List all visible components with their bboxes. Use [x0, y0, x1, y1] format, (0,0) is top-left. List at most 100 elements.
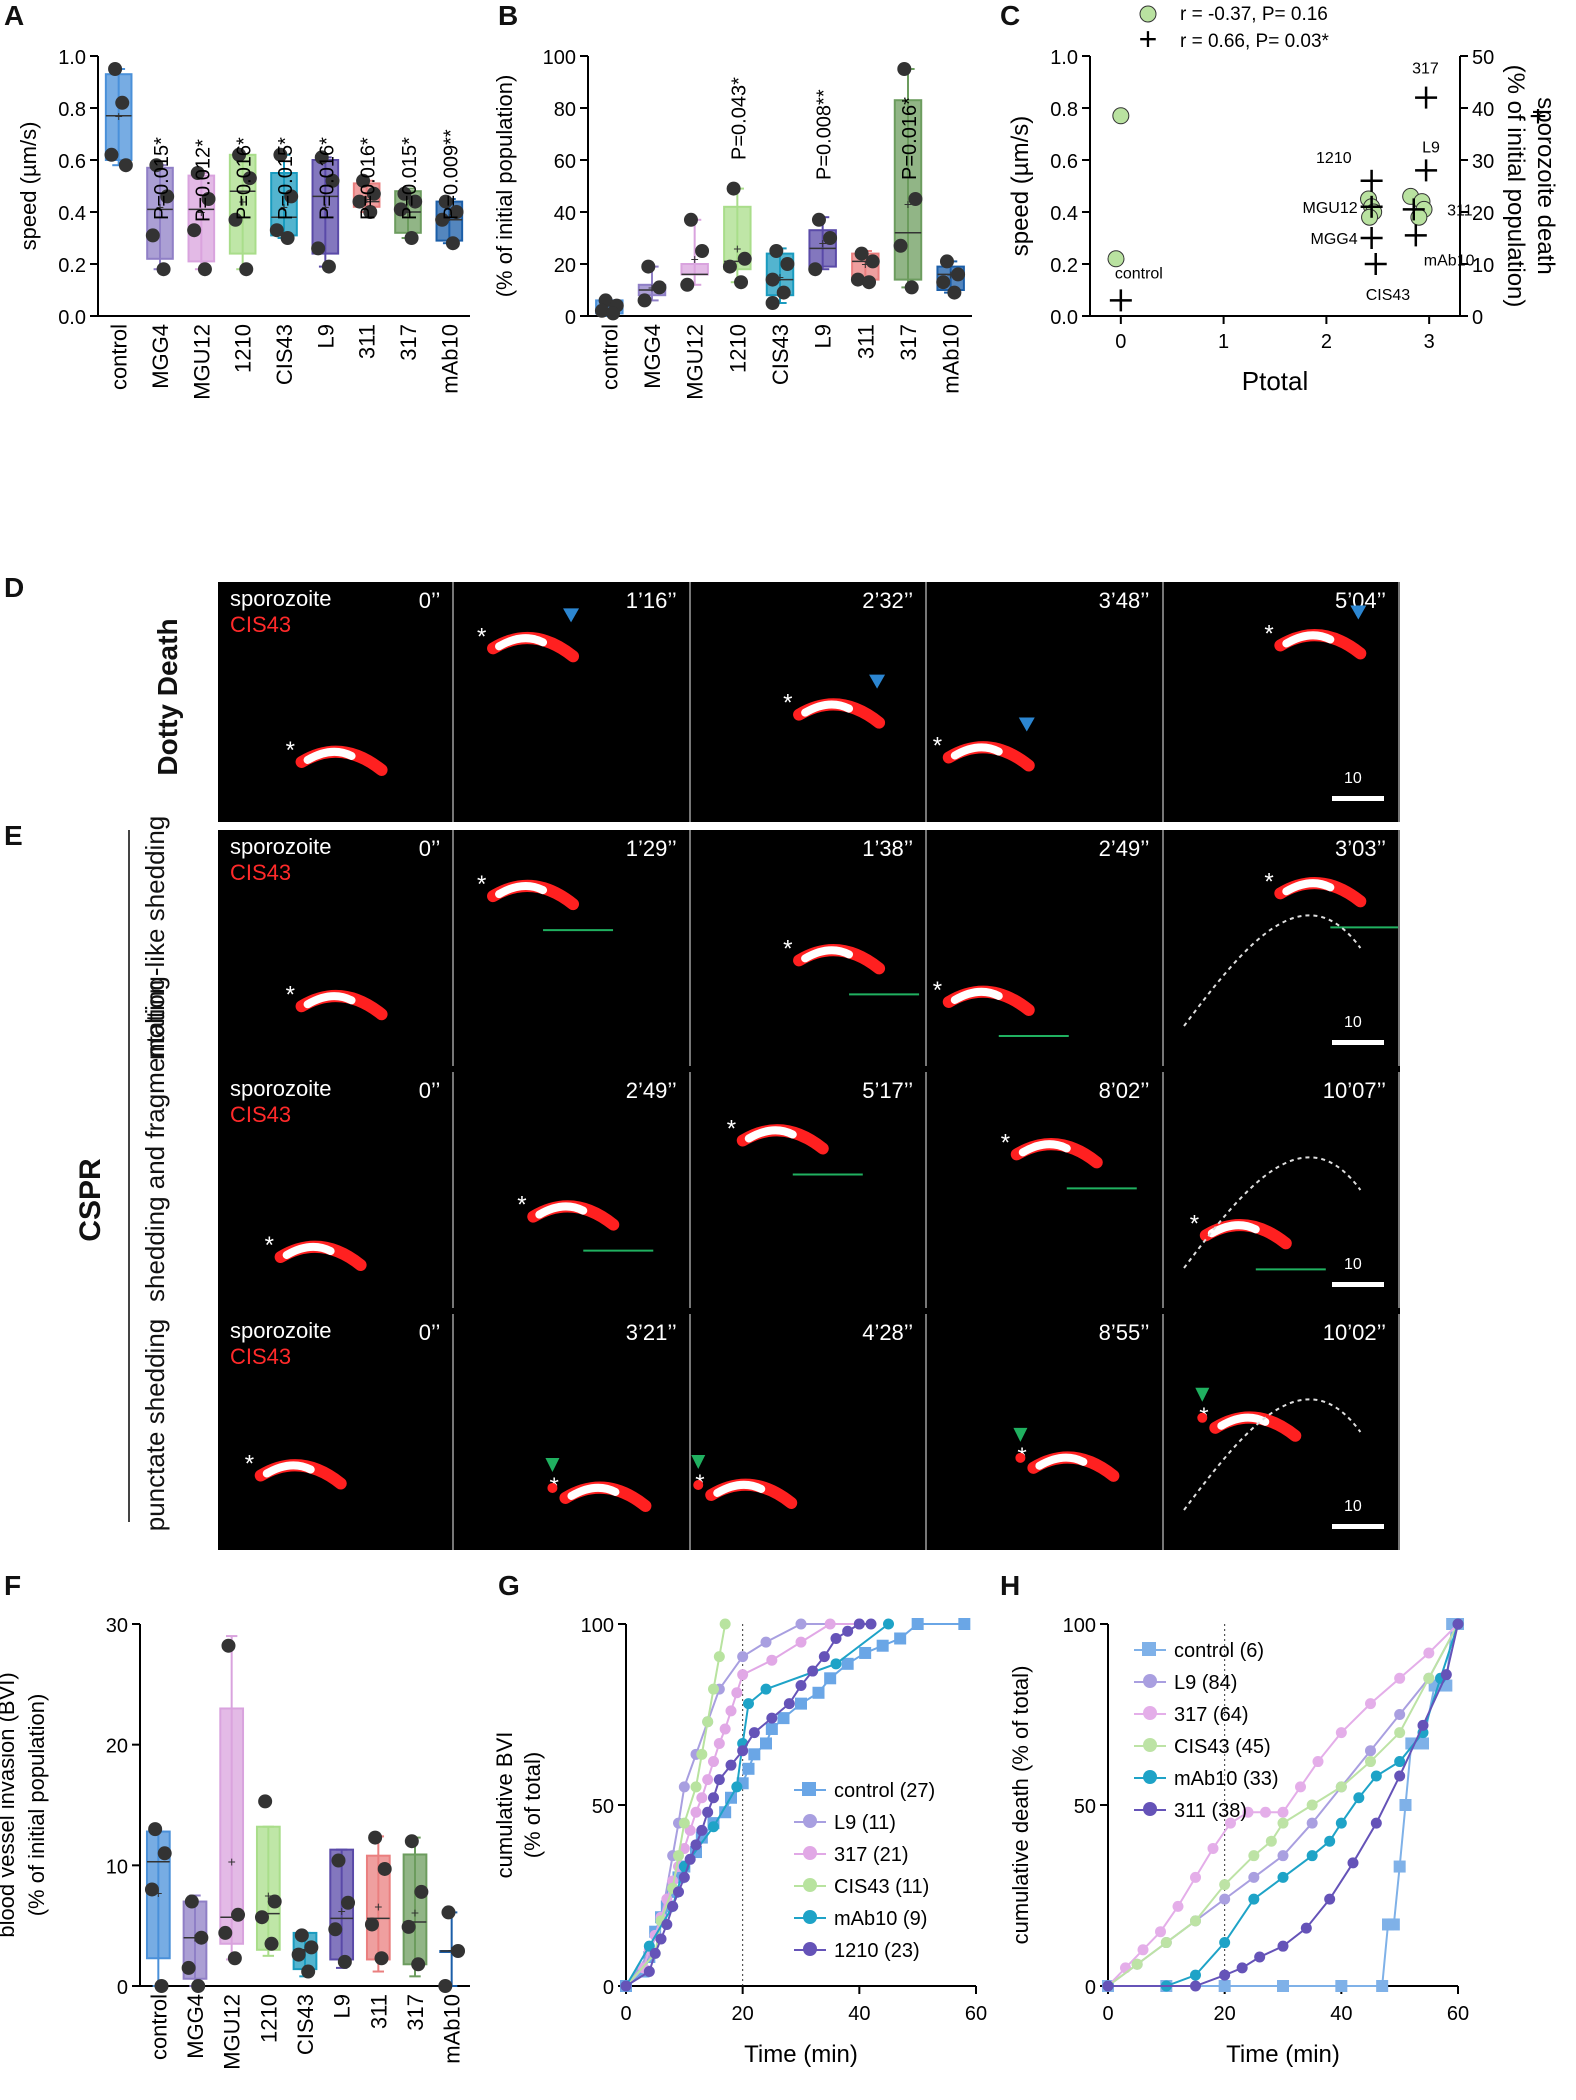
sporozoite-white — [800, 700, 853, 717]
mean-marker: + — [374, 1898, 382, 1914]
panel-label-e: E — [4, 820, 23, 851]
data-point — [414, 1884, 429, 1899]
panel-label-h: H — [1000, 1570, 1021, 1601]
asterisk-marker: * — [286, 737, 295, 764]
series-marker — [713, 1651, 725, 1663]
series-marker — [708, 1821, 719, 1833]
data-point — [337, 1954, 352, 1969]
series-marker — [696, 1824, 708, 1836]
category-label: MGU12 — [189, 324, 214, 400]
frame-time-label: 2’49’’ — [625, 1078, 677, 1103]
sporozoite-white — [262, 1461, 315, 1478]
category-label: mAb10 — [440, 1994, 465, 2064]
microscopy-frame: 2’32’’ * — [690, 582, 928, 822]
y-tick-label: 80 — [554, 99, 576, 121]
mean-marker: + — [648, 279, 656, 295]
scale-bar — [1332, 796, 1384, 801]
data-point — [441, 1905, 456, 1920]
y-axis-label: cumulative BVI — [492, 1732, 517, 1879]
data-point — [435, 212, 450, 227]
frame-time-label: 8’02’’ — [1098, 1078, 1150, 1103]
series-marker — [1376, 1980, 1389, 1992]
legend-sporozoite: sporozoite — [230, 834, 332, 859]
point-label: CIS43 — [1366, 287, 1411, 304]
series-marker — [690, 1806, 702, 1818]
data-point — [321, 259, 336, 274]
data-point — [108, 62, 123, 76]
microscopy-frame: 1’29’’ * — [454, 830, 691, 1066]
data-point — [154, 1979, 169, 1993]
series-marker — [777, 1712, 790, 1725]
sporozoite-white — [495, 634, 548, 651]
category-label: mAb10 — [437, 324, 462, 394]
series-marker — [760, 1737, 772, 1750]
frame-image: * — [265, 1232, 367, 1272]
y-tick-label: 20 — [554, 255, 576, 277]
scale-bar-label: 10 — [1344, 1498, 1362, 1515]
y-tick-label: 0.8 — [58, 99, 86, 121]
blue-arrowhead — [868, 674, 885, 689]
point-label: 311 — [1447, 202, 1473, 219]
data-point — [363, 205, 378, 219]
y-tick-label: 10 — [106, 1856, 128, 1878]
x-tick-label: 2 — [1321, 331, 1332, 353]
data-point — [269, 223, 284, 238]
frame-time-label: 0’’ — [418, 836, 441, 861]
data-point — [144, 1882, 159, 1897]
series-marker — [1306, 1799, 1318, 1811]
series-marker — [1335, 1980, 1348, 1992]
series-marker — [696, 1748, 708, 1760]
category-label: MGG4 — [183, 1994, 208, 2059]
mean-marker: + — [264, 1888, 272, 1904]
series-marker — [1172, 1900, 1184, 1912]
series-marker — [1324, 1893, 1336, 1905]
data-point — [368, 1830, 383, 1845]
data-point — [258, 1794, 273, 1809]
frame-time-label: 1’16’’ — [625, 588, 677, 613]
series-marker — [1236, 1962, 1248, 1974]
series-marker — [673, 1886, 684, 1898]
data-point — [451, 1944, 466, 1959]
series-marker — [1277, 1940, 1289, 1952]
series-marker — [737, 1745, 749, 1757]
series-line — [625, 1623, 890, 1987]
y-tick-label: 60 — [554, 151, 576, 173]
series-marker — [760, 1683, 772, 1695]
category-label: 1210 — [725, 324, 750, 373]
series-marker — [1277, 1871, 1289, 1883]
x-tick-label: 0 — [1102, 2003, 1113, 2025]
mean-marker: + — [819, 235, 827, 251]
data-point — [328, 1922, 343, 1937]
sporozoite-white — [950, 987, 1003, 1004]
x-tick-label: 60 — [1447, 2003, 1469, 2025]
data-point — [356, 173, 371, 188]
punctate-spot — [1015, 1452, 1026, 1463]
sporozoite-white — [1216, 1413, 1269, 1430]
data-point — [145, 228, 160, 243]
legend-circle — [1139, 5, 1157, 23]
mean-marker: + — [691, 251, 699, 267]
data-point — [404, 231, 419, 245]
frame-image: * — [245, 1451, 347, 1490]
data-point — [311, 241, 326, 256]
series-marker — [1452, 1618, 1464, 1630]
data-point — [811, 212, 826, 227]
series-marker — [678, 1817, 690, 1829]
row-label-shedding-fragmentation: shedding and fragmentation — [140, 979, 170, 1302]
y-tick-label: 20 — [106, 1736, 128, 1758]
frame-time-label: 0’’ — [418, 1320, 441, 1345]
frame-image: * — [1001, 1129, 1137, 1190]
series-marker — [1102, 1980, 1114, 1992]
y2-axis-label: sporozoite death — [1532, 97, 1559, 274]
frame-time-label: 0’’ — [418, 588, 441, 613]
y-tick-label: 100 — [581, 1615, 614, 1637]
series-marker — [894, 1632, 907, 1645]
frame-image: * — [477, 871, 614, 932]
green-arrowhead — [691, 1454, 706, 1469]
frame-image: * — [691, 1454, 798, 1509]
mean-marker: + — [411, 1904, 419, 1920]
series-marker — [748, 1727, 760, 1739]
green-arrowhead — [1194, 1387, 1209, 1402]
data-point — [264, 1936, 279, 1951]
data-point — [408, 194, 423, 209]
